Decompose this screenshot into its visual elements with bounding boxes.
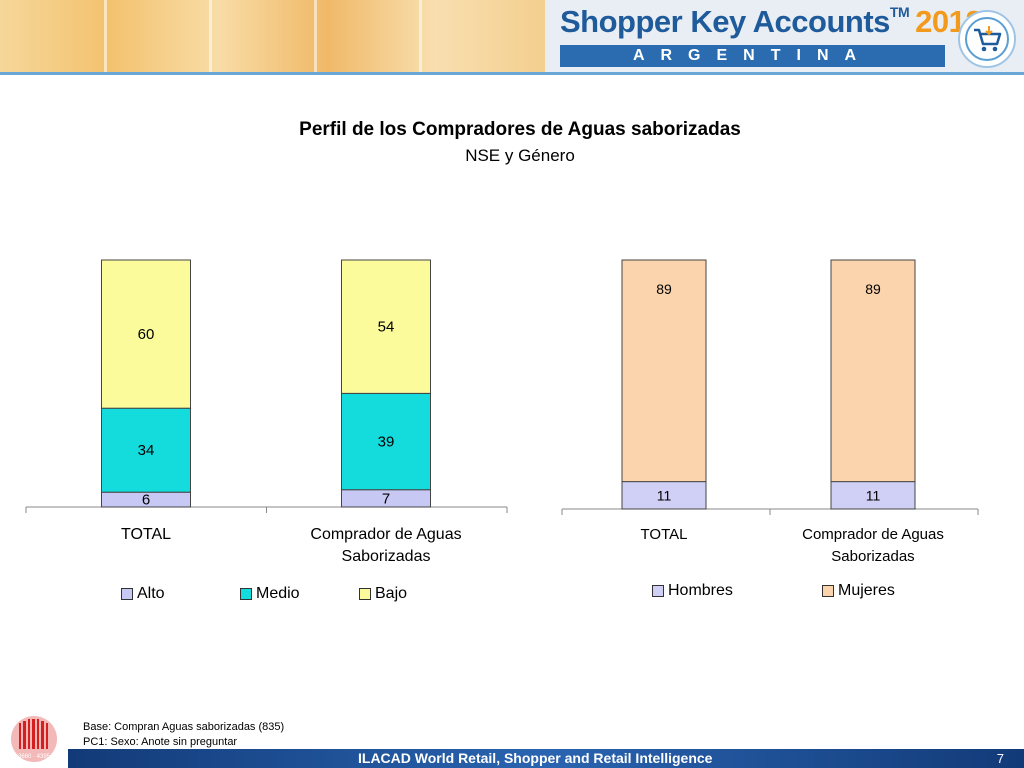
brand-title: Shopper Key AccountsTM 2012 [560, 4, 983, 40]
legend-item-mujeres: Mujeres [822, 582, 992, 600]
legend-item-hombres: Hombres [652, 582, 822, 600]
legend-swatch [121, 588, 133, 600]
legend-nse: Alto Medio Bajo [121, 585, 478, 603]
logo-number: 3660 · 4395 [18, 754, 51, 760]
data-label: 60 [138, 326, 155, 343]
bar-segment-medio [341, 392, 431, 491]
legend-genero: Hombres Mujeres [652, 582, 992, 600]
brand-name: Shopper Key Accounts [560, 4, 890, 39]
country-bar: ARGENTINA [560, 45, 945, 67]
legend-label: Hombres [668, 582, 733, 599]
bar-segment-mujeres [830, 259, 916, 483]
bar-segment-hombres [621, 481, 707, 510]
bar-segment-hombres [830, 481, 916, 510]
data-label: 54 [378, 319, 395, 336]
legend-item-medio: Medio [240, 585, 359, 603]
data-label: 6 [142, 492, 150, 509]
brand-trademark: TM [889, 4, 910, 20]
category-label: Comprador de Aguas [802, 526, 944, 543]
bar-segment-bajo [101, 259, 191, 409]
header-banner: Shopper Key AccountsTM 2012 ARGENTINA [0, 0, 1024, 75]
category-label: Saborizadas [831, 548, 914, 565]
legend-swatch [822, 585, 834, 597]
shopping-cart-icon [958, 10, 1016, 68]
data-label: 89 [865, 281, 881, 297]
legend-item-bajo: Bajo [359, 585, 478, 603]
legend-swatch [240, 588, 252, 600]
legend-swatch [652, 585, 664, 597]
data-label: 7 [382, 490, 390, 507]
page-subtitle: NSE y Género [465, 146, 575, 165]
bar-segment-mujeres [621, 259, 707, 483]
legend-label: Medio [256, 585, 300, 602]
footnote-question: PC1: Sexo: Anote sin preguntar [83, 736, 238, 748]
category-label: Saborizadas [342, 548, 431, 565]
category-label: TOTAL [641, 526, 688, 543]
category-label: Comprador de Aguas [310, 526, 461, 543]
page-title: Perfil de los Compradores de Aguas sabor… [299, 119, 741, 140]
ilacad-barcode-logo: 3660 · 4395 [11, 716, 57, 762]
data-label: 34 [138, 442, 155, 459]
footnote: Base: Compran Aguas saborizadas (835) PC… [83, 720, 284, 750]
legend-label: Bajo [375, 585, 408, 602]
header-photo-strip [0, 0, 545, 72]
footer-bar: ILACAD World Retail, Shopper and Retail … [68, 749, 1024, 768]
legend-label: Alto [137, 585, 165, 602]
data-label: 11 [866, 487, 881, 503]
legend-swatch [359, 588, 371, 600]
bar-segment-bajo [341, 259, 431, 394]
data-label: 11 [657, 487, 672, 503]
category-label: TOTAL [121, 526, 171, 543]
data-label: 89 [656, 281, 672, 297]
footer-text: ILACAD World Retail, Shopper and Retail … [358, 750, 713, 766]
data-label: 39 [378, 434, 395, 451]
legend-label: Mujeres [838, 582, 895, 599]
page-number: 7 [996, 751, 1004, 766]
legend-item-alto: Alto [121, 585, 240, 603]
footnote-base: Base: Compran Aguas saborizadas (835) [83, 721, 285, 733]
